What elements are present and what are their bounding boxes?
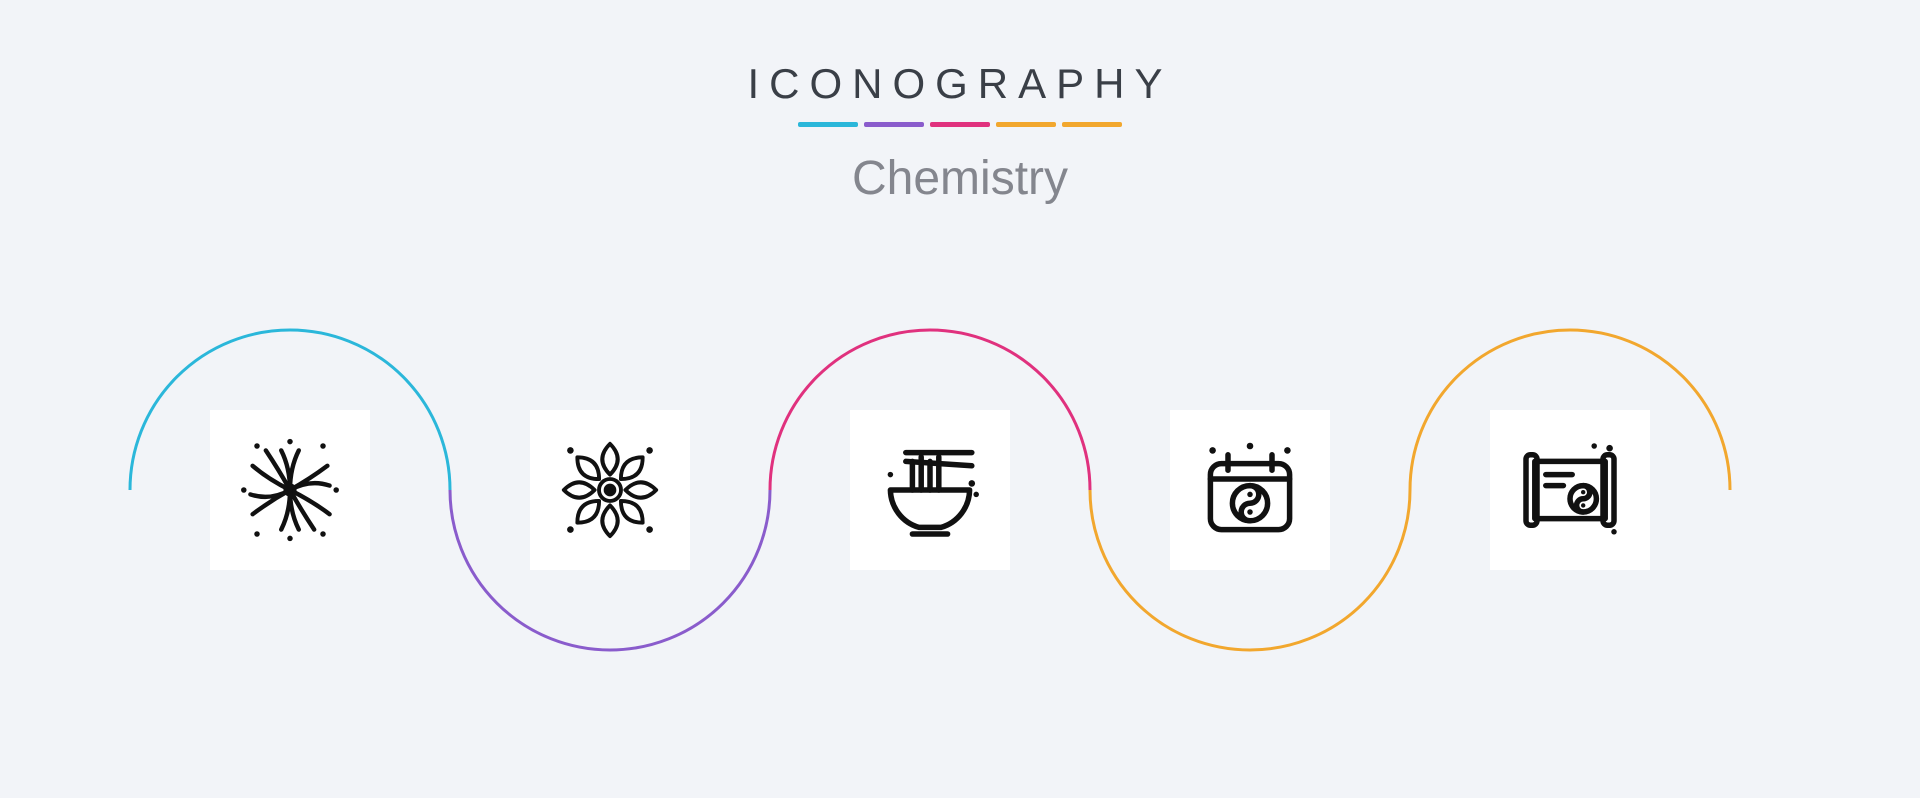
subtitle: Chemistry bbox=[0, 151, 1920, 206]
icon-card-1 bbox=[530, 410, 690, 570]
icon-card-4 bbox=[1490, 410, 1650, 570]
icon-card-3 bbox=[1170, 410, 1330, 570]
color-bar-3 bbox=[996, 122, 1056, 127]
fireworks-icon bbox=[235, 435, 345, 545]
color-bar-0 bbox=[798, 122, 858, 127]
color-bar-1 bbox=[864, 122, 924, 127]
icon-card-0 bbox=[210, 410, 370, 570]
yinyang-calendar-icon bbox=[1195, 435, 1305, 545]
color-bar-2 bbox=[930, 122, 990, 127]
color-bar-4 bbox=[1062, 122, 1122, 127]
color-bars bbox=[0, 122, 1920, 127]
mandala-icon bbox=[555, 435, 665, 545]
icon-stage bbox=[0, 280, 1920, 710]
brand-title: ICONOGRAPHY bbox=[0, 60, 1920, 108]
scroll-icon bbox=[1515, 435, 1625, 545]
icon-card-2 bbox=[850, 410, 1010, 570]
header: ICONOGRAPHY Chemistry bbox=[0, 0, 1920, 206]
noodles-icon bbox=[875, 435, 985, 545]
